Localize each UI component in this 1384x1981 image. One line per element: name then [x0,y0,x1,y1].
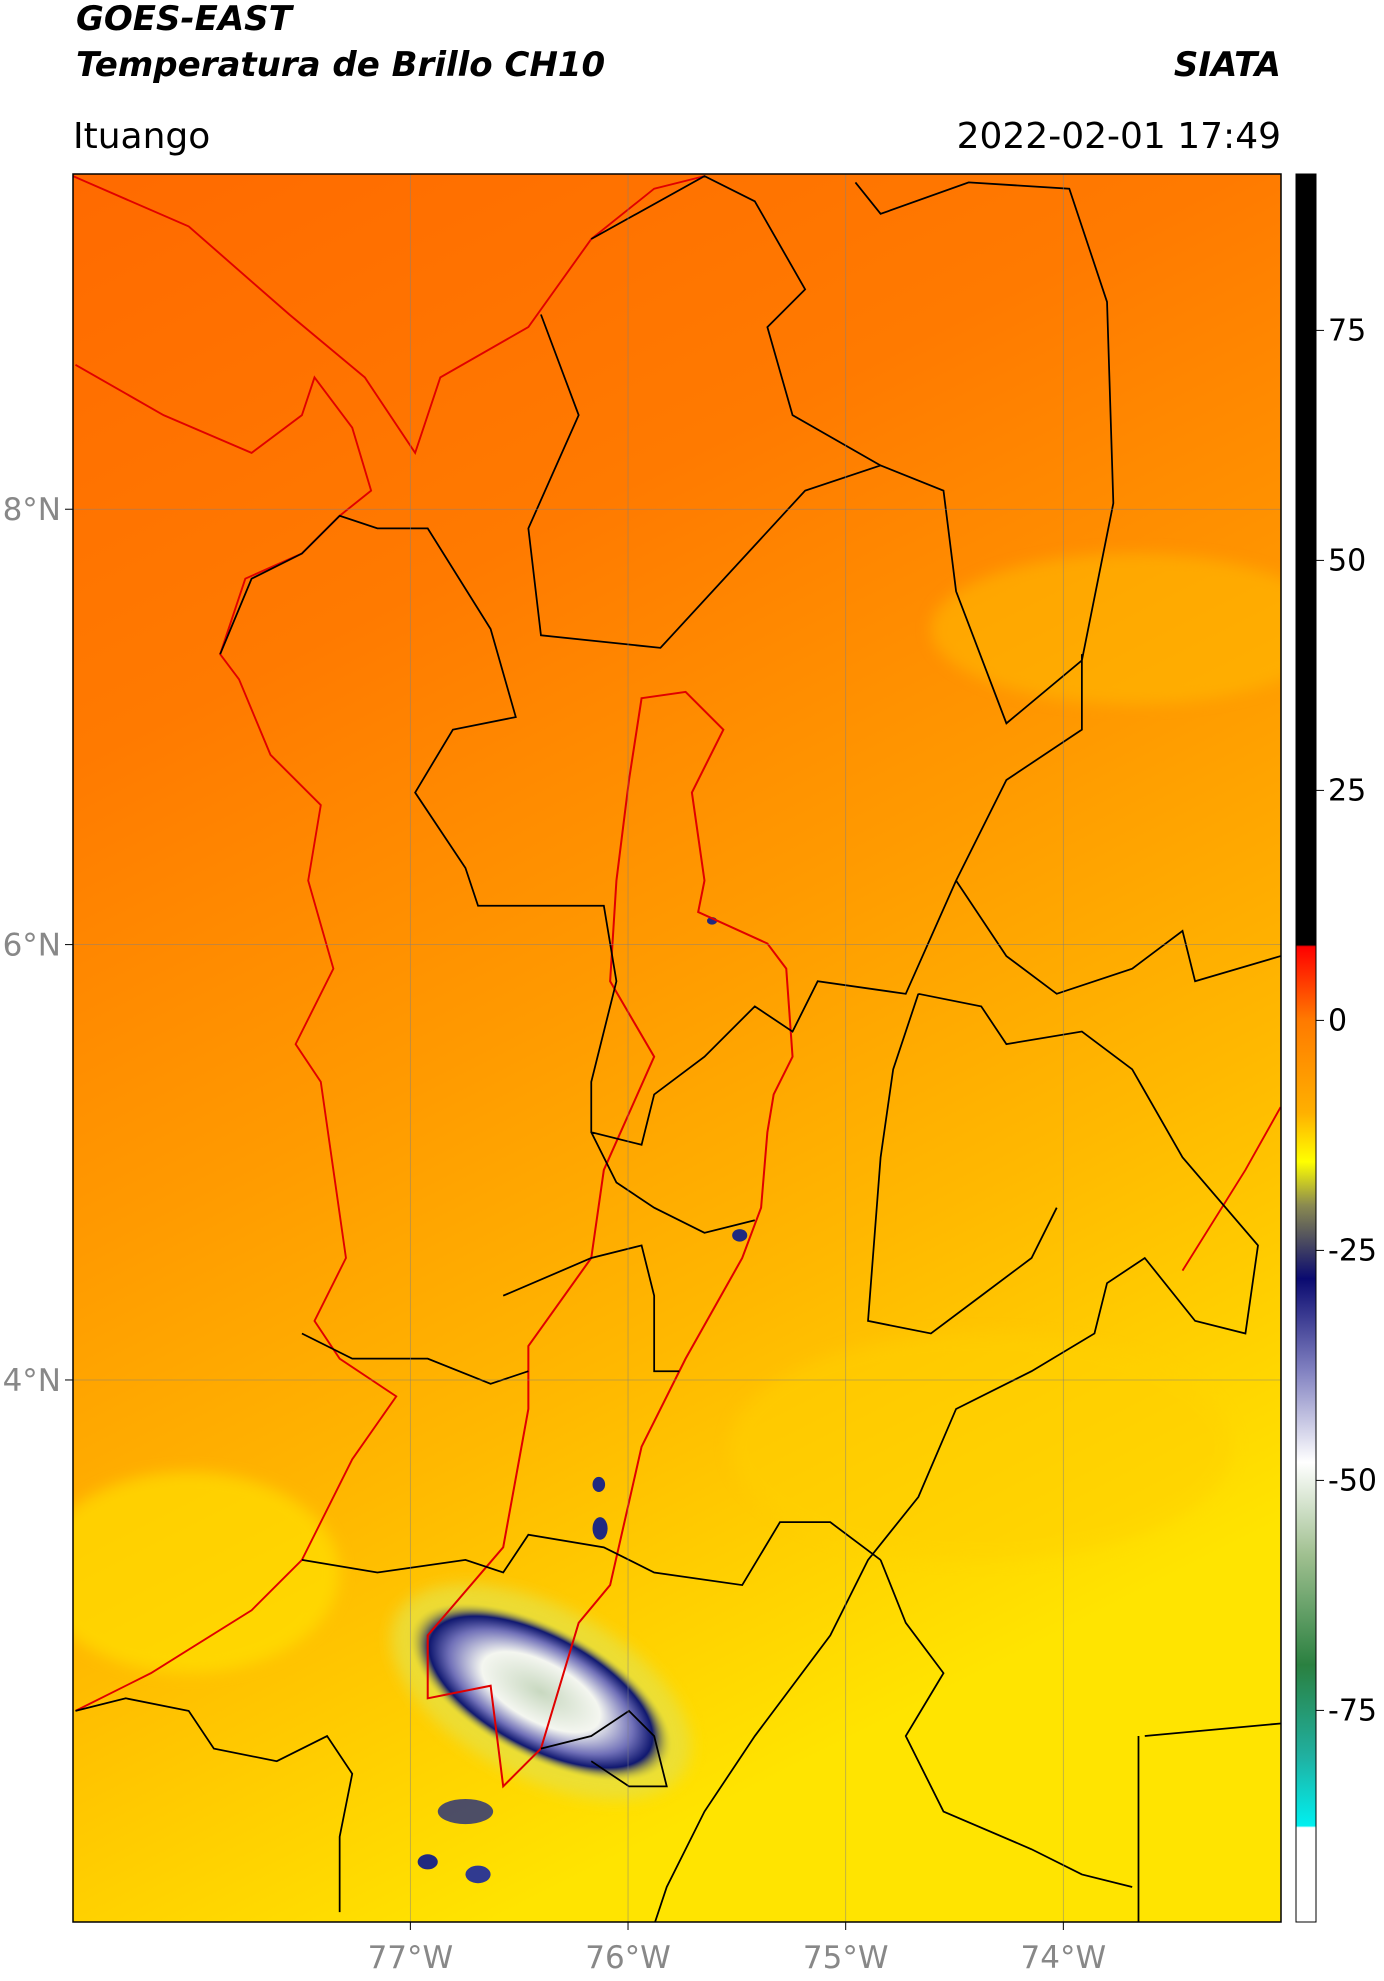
map-frame [72,173,1282,1923]
colorbar-tick-label: -25 [1328,1233,1377,1268]
y-tick-label: 4°N [3,1363,61,1399]
colorbar-tick-label: -75 [1328,1693,1377,1728]
x-tick-label: 75°W [803,1940,889,1976]
graticule [73,174,1281,1922]
title-line2: Temperatura de Brillo CH10 [76,45,605,85]
map-features [73,175,1281,1922]
y-tick-label: 8°N [3,492,61,528]
x-tick-label: 76°W [585,1940,671,1976]
map [73,174,1281,1922]
datetime: 2022-02-01 17:49 [957,116,1281,157]
x-tick-label: 77°W [368,1940,454,1976]
colorbar-tick-label: -50 [1328,1463,1377,1498]
colorbar-tick-label: 0 [1328,1003,1347,1038]
x-tick-label: 74°W [1021,1940,1107,1976]
colorbar-tick-label: 75 [1328,313,1366,348]
colorbar-tick-label: 25 [1328,773,1366,808]
title-line1: GOES-EAST [76,0,295,39]
location: Ituango [73,116,210,157]
colorbar-tick-label: 50 [1328,543,1366,578]
colorbar [1295,173,1317,1923]
y-tick-label: 6°N [3,928,61,964]
source: SIATA [1174,45,1281,85]
